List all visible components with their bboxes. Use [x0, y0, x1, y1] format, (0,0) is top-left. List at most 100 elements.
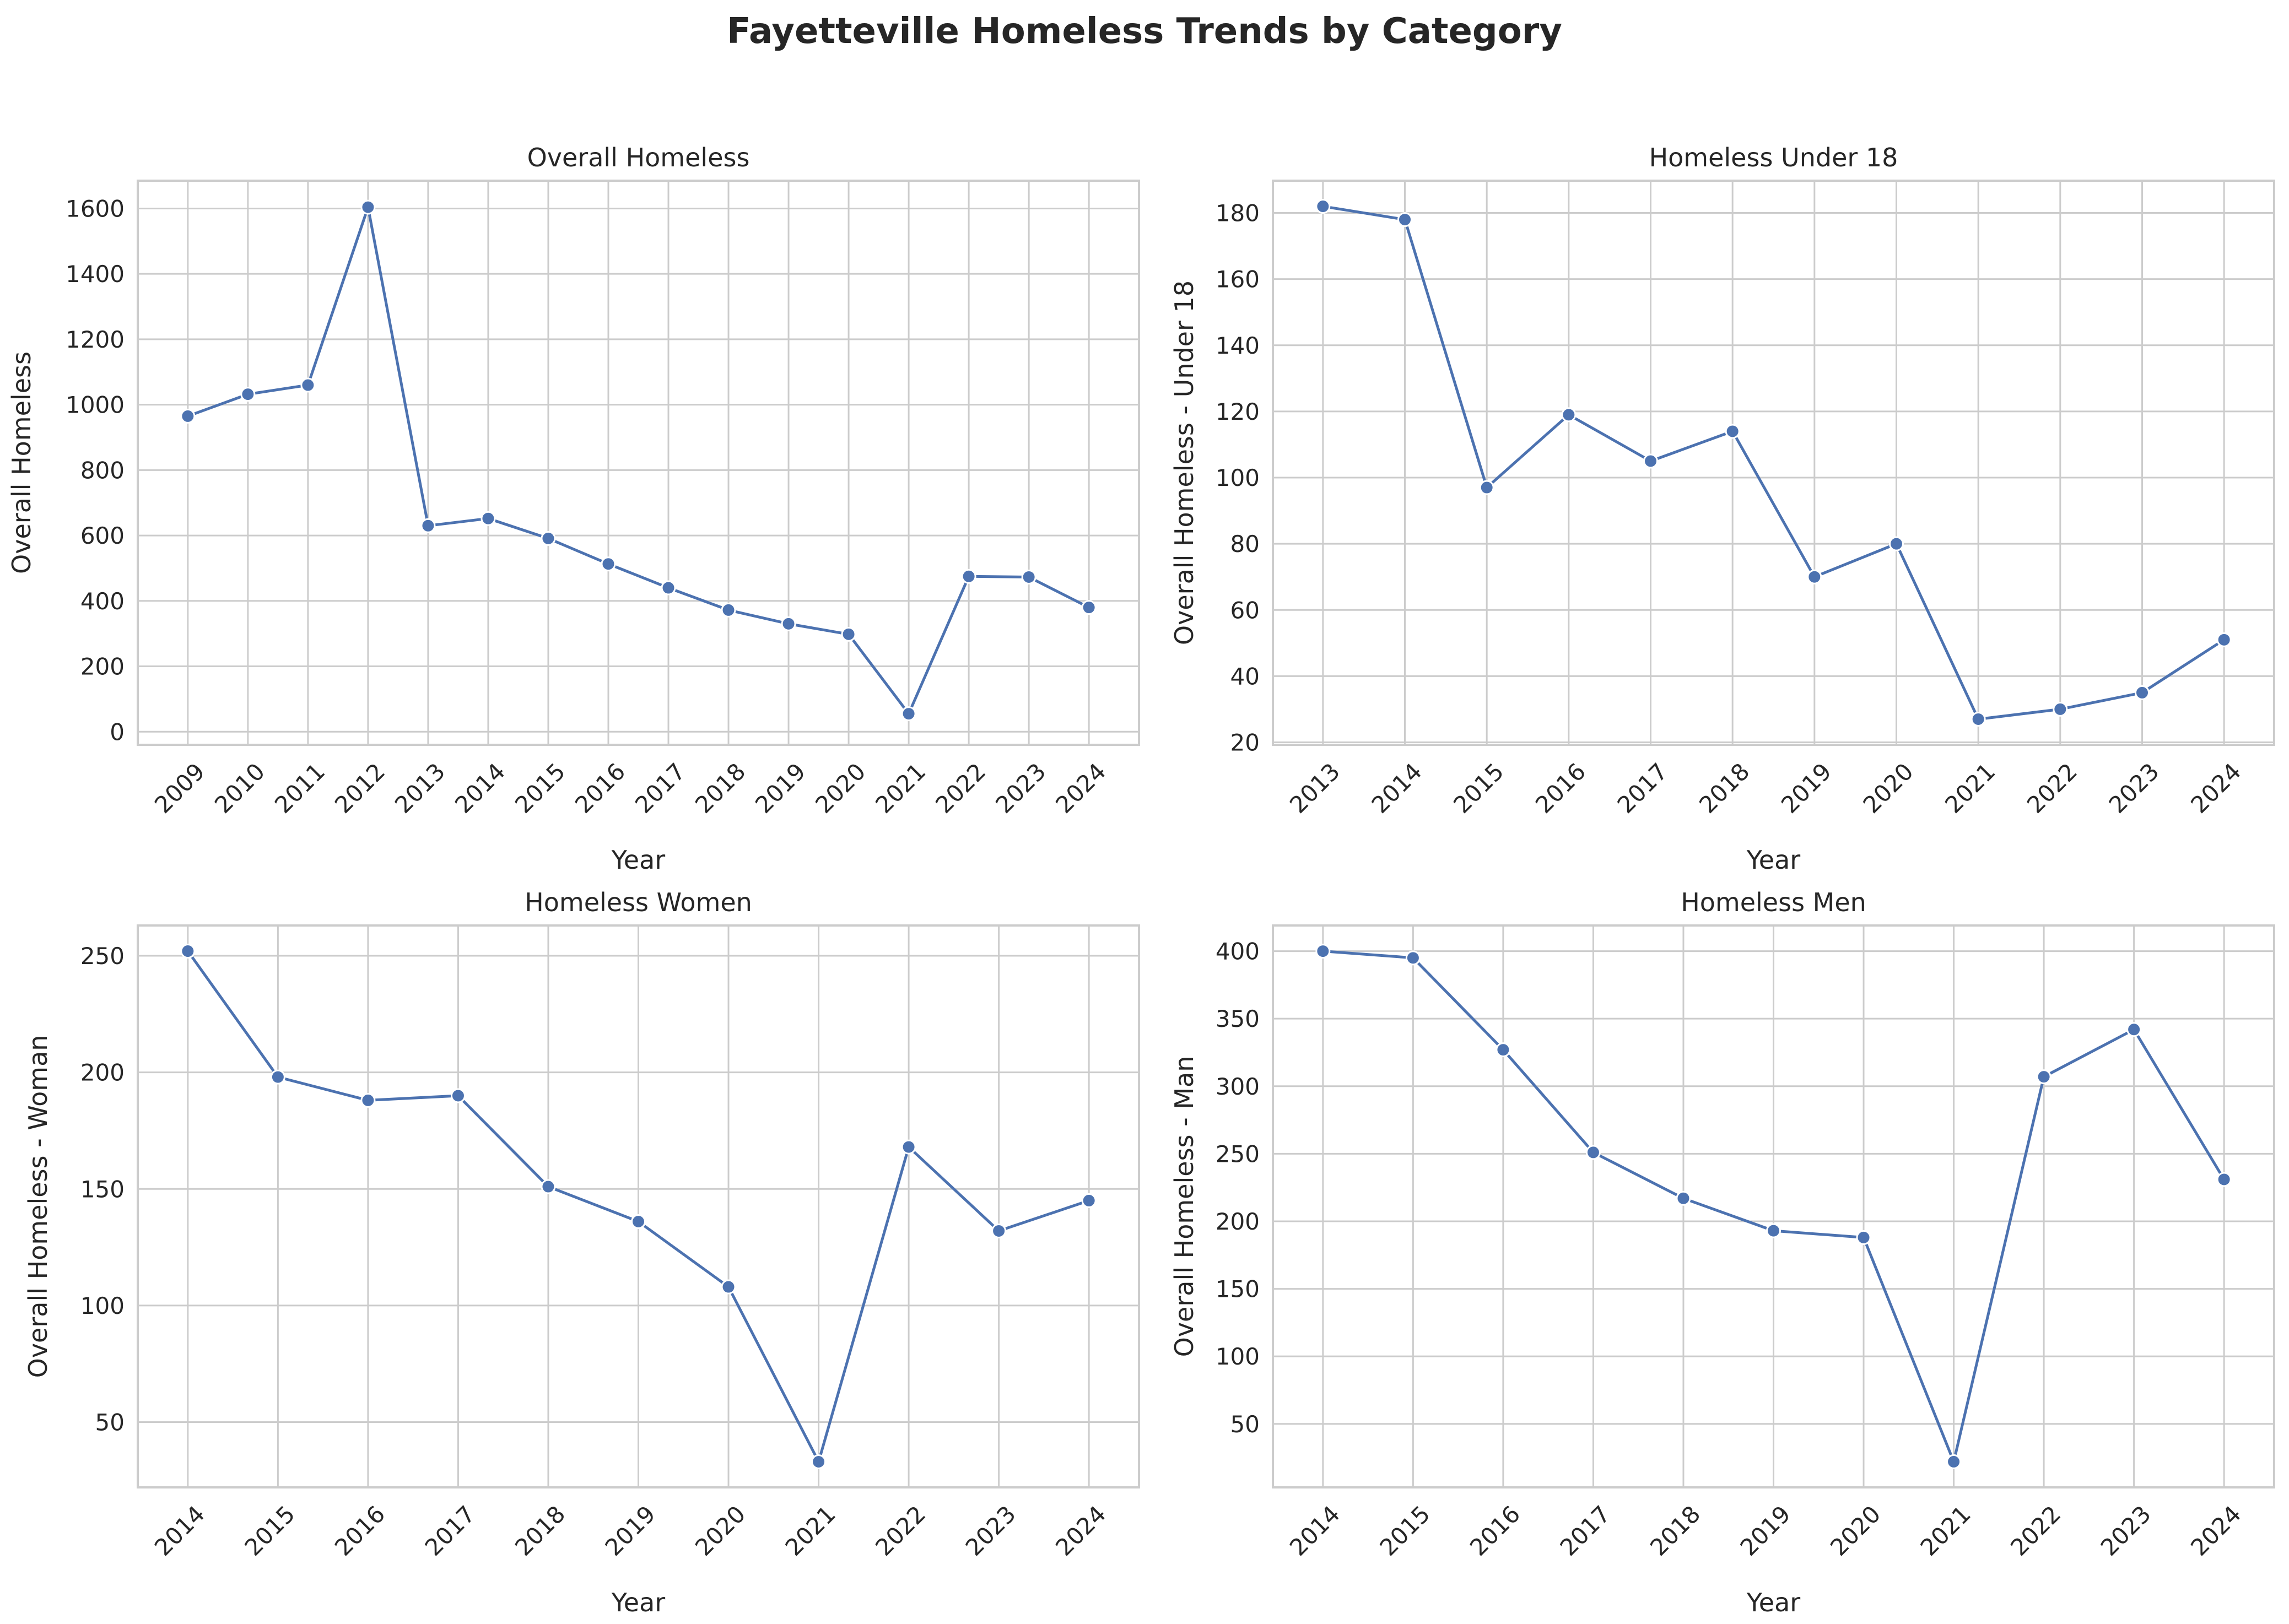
y-axis-label: Overall Homeless - Under 18: [1169, 280, 1199, 645]
y-tick-label: 400: [1216, 938, 1260, 965]
x-tick-label: 2019: [750, 758, 811, 819]
subplot-title: Homeless Men: [1681, 887, 1866, 917]
y-tick-label: 250: [1216, 1140, 1260, 1167]
y-axis-label: Overall Homeless - Woman: [23, 1035, 53, 1378]
x-tick-label: 2020: [1825, 1501, 1886, 1561]
y-tick-label: 400: [80, 588, 125, 615]
data-point: [1315, 199, 1331, 214]
x-tick-label: 2018: [1645, 1501, 1705, 1561]
data-point: [481, 511, 496, 526]
data-point: [721, 1279, 736, 1295]
x-tick-label: 2014: [1367, 758, 1427, 819]
data-point: [1676, 1190, 1691, 1206]
y-tick-label: 120: [1216, 398, 1260, 425]
data-point: [1971, 711, 1986, 727]
x-tick-label: 2015: [239, 1501, 300, 1561]
x-tick-label: 2022: [2022, 758, 2082, 819]
data-point: [180, 408, 196, 424]
data-point: [2036, 1069, 2052, 1085]
x-axis-label: Year: [611, 845, 665, 875]
y-tick-label: 200: [1216, 1208, 1260, 1235]
subplot-2: 20 40 60 80 100 120 140 160 180 2013 2014 2015 2016 2…: [1169, 143, 2275, 875]
x-tick-label: 2018: [510, 1501, 570, 1561]
x-tick-label: 2023: [2096, 1501, 2156, 1561]
data-point: [601, 556, 616, 572]
x-tick-label: 2013: [1284, 758, 1345, 819]
y-tick-label: 250: [80, 943, 125, 970]
x-tick-label: 2015: [510, 758, 570, 819]
y-tick-label: 150: [80, 1176, 125, 1203]
data-point: [1081, 1193, 1097, 1208]
data-point: [2216, 1172, 2232, 1187]
x-tick-label: 2018: [690, 758, 751, 819]
data-point: [2216, 632, 2232, 647]
y-tick-label: 600: [80, 522, 125, 549]
data-point: [1807, 569, 1822, 584]
x-tick-label: 2022: [930, 758, 991, 819]
data-point: [1725, 424, 1740, 439]
y-tick-label: 100: [80, 1292, 125, 1319]
axes-frame: [1272, 180, 2275, 746]
x-tick-label: 2022: [870, 1501, 931, 1561]
x-tick-label: 2014: [149, 1501, 210, 1561]
data-point: [1479, 480, 1494, 495]
x-tick-label: 2021: [1915, 1501, 1976, 1561]
data-point: [781, 616, 796, 631]
axes-frame: [137, 924, 1140, 1488]
y-tick-label: 50: [1230, 1411, 1260, 1438]
x-tick-label: 2023: [960, 1501, 1021, 1561]
x-tick-label: 2016: [1530, 758, 1591, 819]
y-tick-label: 100: [1216, 1343, 1260, 1370]
subplot-3: 50 100 150 200 250 2014 2015 2016 2017 2018 2019 20…: [23, 887, 1140, 1617]
x-tick-label: 2017: [630, 758, 690, 819]
y-tick-label: 150: [1216, 1276, 1260, 1303]
data-point: [1888, 536, 1904, 551]
x-tick-label: 2018: [1694, 758, 1754, 819]
data-point: [901, 706, 916, 722]
y-tick-label: 300: [1216, 1073, 1260, 1100]
data-point: [991, 1223, 1007, 1238]
x-tick-label: 2012: [330, 758, 390, 819]
data-point: [1643, 453, 1659, 469]
x-tick-label: 2013: [390, 758, 450, 819]
data-point: [1766, 1223, 1781, 1238]
data-point: [1946, 1454, 1962, 1469]
y-axis-label: Overall Homeless - Man: [1169, 1056, 1199, 1357]
y-tick-label: 200: [80, 1059, 125, 1086]
x-tick-label: 2014: [1284, 1501, 1345, 1561]
data-point: [360, 1092, 376, 1108]
x-tick-label: 2015: [1448, 758, 1509, 819]
data-point: [450, 1088, 466, 1103]
data-point: [240, 387, 256, 402]
x-tick-label: 2016: [570, 758, 630, 819]
x-axis-label: Year: [1746, 845, 1800, 875]
x-tick-label: 2020: [1858, 758, 1919, 819]
y-tick-label: 40: [1230, 663, 1260, 690]
x-tick-label: 2019: [1776, 758, 1837, 819]
data-point: [1405, 950, 1421, 966]
data-point: [1856, 1230, 1871, 1245]
y-axis-label: Overall Homeless: [7, 351, 36, 574]
data-point: [631, 1214, 646, 1230]
x-tick-label: 2016: [1465, 1501, 1525, 1561]
data-point: [901, 1139, 916, 1155]
data-point: [661, 580, 676, 596]
y-tick-label: 200: [80, 653, 125, 680]
subplot-title: Homeless Under 18: [1649, 143, 1898, 172]
x-tick-label: 2022: [2005, 1501, 2066, 1561]
y-tick-label: 800: [80, 457, 125, 484]
data-point: [541, 530, 556, 546]
series-line: [187, 205, 1090, 716]
data-point: [811, 1454, 827, 1469]
y-tick-label: 50: [95, 1409, 125, 1436]
x-tick-label: 2011: [269, 758, 330, 819]
x-tick-label: 2021: [1940, 758, 2000, 819]
data-point: [2126, 1022, 2142, 1037]
data-point: [1081, 600, 1097, 615]
x-tick-label: 2017: [1554, 1501, 1615, 1561]
y-tick-label: 350: [1216, 1005, 1260, 1032]
x-tick-label: 2009: [149, 758, 210, 819]
x-tick-label: 2021: [870, 758, 931, 819]
x-axis-label: Year: [611, 1588, 665, 1617]
